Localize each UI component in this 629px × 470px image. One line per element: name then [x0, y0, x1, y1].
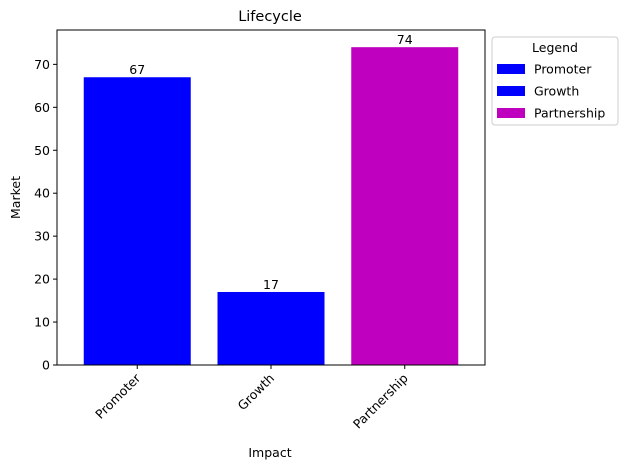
bar-promoter — [83, 77, 191, 365]
bar-growth — [217, 291, 325, 365]
data-label-growth: 17 — [263, 277, 279, 292]
legend-swatch-promoter — [497, 64, 525, 74]
legend-box — [491, 36, 619, 126]
legend: Legend Promoter Growth Partnership — [491, 36, 619, 126]
data-label-promoter: 67 — [129, 62, 145, 77]
bars-group — [83, 47, 459, 366]
x-tick-label-growth: Growth — [235, 371, 278, 414]
y-tick-label: 30 — [34, 229, 50, 244]
y-tick-label: 0 — [42, 358, 50, 373]
legend-swatch-partnership — [497, 108, 525, 118]
legend-title: Legend — [532, 40, 578, 55]
legend-entry-partnership: Partnership — [534, 106, 605, 121]
bar-partnership — [351, 47, 459, 366]
chart-title: Lifecycle — [238, 9, 302, 25]
x-tick-label-promoter: Promoter — [92, 370, 144, 422]
y-tick-label: 20 — [34, 272, 50, 287]
legend-entry-promoter: Promoter — [534, 62, 592, 77]
x-axis: Promoter Growth Partnership — [92, 365, 411, 432]
y-tick-label: 70 — [34, 57, 50, 72]
y-tick-label: 50 — [34, 143, 50, 158]
data-label-partnership: 74 — [397, 32, 413, 47]
data-labels-group: 67 17 74 — [129, 32, 412, 292]
legend-swatch-growth — [497, 86, 525, 96]
x-axis-label: Impact — [248, 445, 291, 460]
y-axis-label: Market — [8, 176, 23, 219]
y-tick-label: 10 — [34, 315, 50, 330]
legend-entry-growth: Growth — [534, 84, 579, 99]
y-axis: 0 10 20 30 40 50 60 70 — [34, 57, 57, 373]
y-tick-label: 60 — [34, 100, 50, 115]
x-tick-label-partnership: Partnership — [350, 370, 411, 431]
y-tick-label: 40 — [34, 186, 50, 201]
